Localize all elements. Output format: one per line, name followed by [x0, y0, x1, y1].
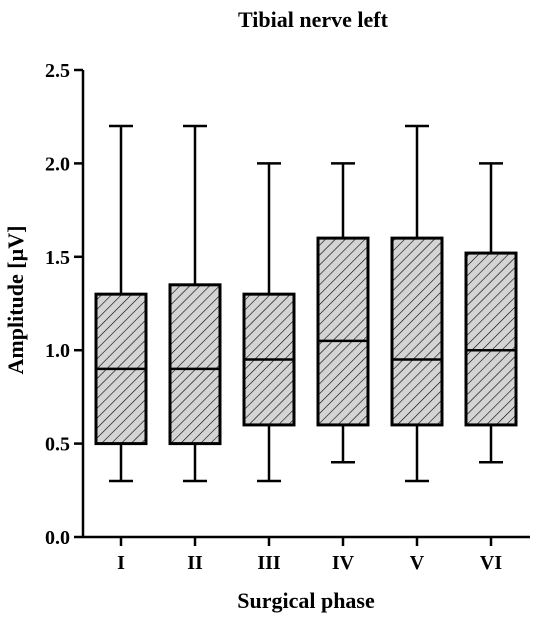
- iqr-box: [316, 236, 370, 427]
- y-axis: 0.0 0.5 1.0 1.5 2.0 2.5: [45, 60, 85, 549]
- box-II: [168, 124, 222, 483]
- x-tick-label: III: [257, 552, 281, 574]
- y-tick-label: 0.0: [45, 527, 70, 549]
- x-tick-label: II: [187, 552, 203, 574]
- box-III: [242, 162, 296, 483]
- box-V: [390, 124, 444, 483]
- y-tick-label: 2.5: [45, 60, 70, 82]
- y-tick-label: 0.5: [45, 434, 70, 456]
- x-tick-label: VI: [480, 552, 502, 574]
- chart-title: Tibial nerve left: [238, 7, 389, 32]
- y-axis-title: Amplitude [µV]: [3, 226, 28, 375]
- iqr-box: [168, 283, 222, 446]
- box-VI: [464, 162, 518, 464]
- y-tick-label: 1.0: [45, 340, 70, 362]
- y-tick-label: 2.0: [45, 153, 70, 175]
- box-I: [94, 124, 148, 483]
- x-axis-title: Surgical phase: [237, 588, 375, 613]
- x-tick-label: I: [117, 552, 125, 574]
- y-tick-label: 1.5: [45, 247, 70, 269]
- x-tick-label: IV: [332, 552, 355, 574]
- x-axis: I II III IV V VI: [83, 535, 530, 574]
- x-tick-label: V: [410, 552, 425, 574]
- box-series: [94, 124, 518, 483]
- iqr-box: [390, 236, 444, 427]
- box-IV: [316, 162, 370, 464]
- iqr-box: [464, 251, 518, 427]
